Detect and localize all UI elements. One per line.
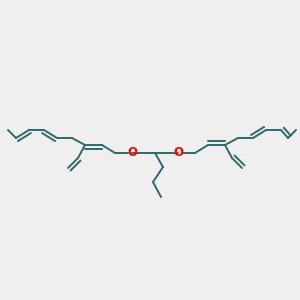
Text: O: O: [173, 146, 183, 160]
Text: O: O: [127, 146, 137, 160]
